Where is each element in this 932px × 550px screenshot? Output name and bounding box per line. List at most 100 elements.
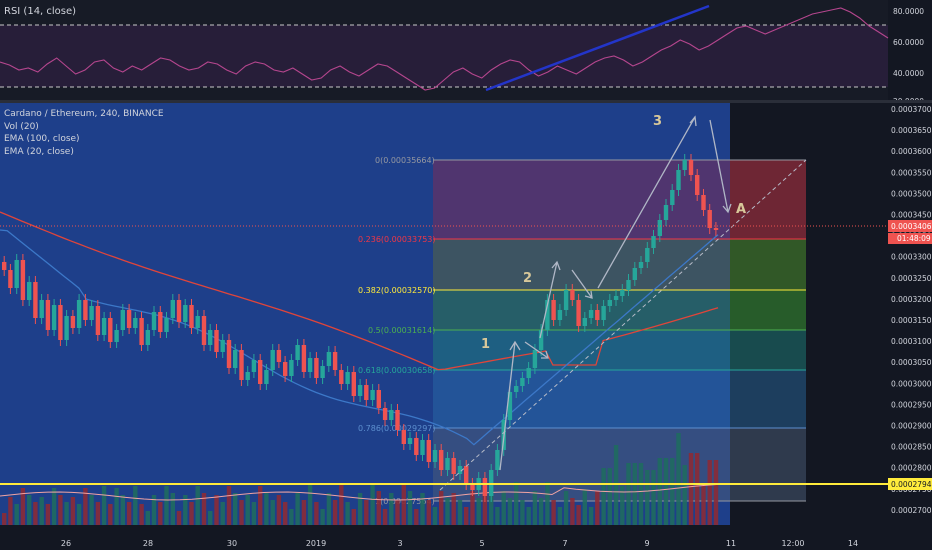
wave-arrow-1-head [509,340,521,351]
volume-bar [688,453,694,525]
candle-body [401,430,406,444]
volume-bar [651,470,656,525]
rsi-pane[interactable]: 80.0000 60.0000 40.0000 20.0000 [0,0,924,106]
volume-bar [27,495,32,525]
candle-body [351,372,356,396]
volume-bar [364,500,369,525]
candle-body [601,306,606,320]
candle-body [682,160,687,170]
volume-bar [389,493,394,525]
volume-bar [657,458,662,525]
ema20-indicator-label[interactable]: EMA (20, close) [4,146,74,157]
time-axis-label: 9 [644,539,649,548]
candles [2,154,719,502]
candle-body [20,260,26,300]
fib-zone-786-1 [433,428,806,501]
candle-body [158,312,163,332]
volume-bar [538,498,544,525]
candle-body [507,392,513,420]
candle-body [576,300,581,326]
volume-bar [582,489,587,525]
volume-bar [707,460,712,525]
candle-body [233,350,238,368]
volume-bar [663,458,669,525]
volume-bar [39,497,44,525]
candle-body [58,305,63,340]
candle-body [470,484,475,490]
wave-arrow-A [709,119,729,213]
volume-bar [58,495,63,525]
time-axis-label: 2019 [306,539,326,548]
volume-bar [189,502,194,525]
symbol-title[interactable]: Cardano / Ethereum, 240, BINANCE [4,109,164,119]
volume-bar [351,509,356,525]
candle-body [220,340,225,352]
candle-body [563,290,569,310]
candle-body [357,385,363,396]
volume-bar [295,493,300,525]
candle-body [332,352,338,370]
volume-bar [470,491,475,525]
trend-channel-line[interactable] [439,159,807,491]
volume-bar [407,491,413,525]
rsi-band [0,25,888,87]
fib-label-5: 0.5(0.00031614) [368,326,435,335]
candle-body [83,300,88,320]
volume-bar [145,511,150,525]
time-axis-label: 3 [397,539,402,548]
candle-body [520,378,525,386]
wave-arrow-1b-head [541,350,549,359]
volume-bar [2,513,7,525]
price-axis[interactable]: 0.00037000 0.00036500 0.00036000 0.00035500… [888,103,932,525]
volume-bar [395,500,400,525]
pane-separator[interactable] [0,100,932,103]
volume-bar [476,498,481,525]
volume-bar [220,502,225,525]
wave-arrow-3-head [689,115,697,127]
price-axis-label: 0.00027000 [891,506,932,515]
volume-bar [507,498,513,525]
volume-bar [239,500,244,525]
candle-body [538,330,544,350]
rsi-indicator-label[interactable]: RSI (14, close) [4,6,77,17]
vol-indicator-label[interactable]: Vol (20) [4,121,39,132]
volume-bar [314,502,319,525]
volume-bar [339,484,344,525]
wave-arrows[interactable] [499,115,732,471]
volume-bar [501,491,506,525]
volume-bar [695,453,700,525]
ema100-line [0,211,719,371]
candle-body [108,318,113,342]
price-axis-label: 0.00034500 [891,211,932,220]
volume-bar [8,497,13,525]
volume-bar [345,502,350,525]
candle-body [707,210,712,228]
candle-body [289,360,294,376]
candle-body [320,366,325,378]
candle-body [713,228,719,230]
candle-body [364,385,369,400]
volume-bar [382,509,388,525]
candle-body [582,318,587,326]
volume-bar [270,500,275,525]
candle-body [270,350,275,370]
candle-body [426,440,431,462]
candle-body [39,300,44,318]
price-axis-label: 0.00030500 [891,358,932,367]
main-pane[interactable]: 0(0.00035664) 0.236(0.00033753) 0.382(0.… [0,103,888,525]
candle-body [532,350,538,368]
volume-bar [676,433,681,525]
volume-bar [638,463,644,525]
ema100-indicator-label[interactable]: EMA (100, close) [4,134,80,144]
candle-body [95,306,101,335]
rsi-trendline[interactable] [485,4,710,92]
time-axis[interactable]: 26 28 30 2019 3 5 7 9 11 12:00 14 [0,525,932,550]
candle-body [613,296,619,300]
candle-body [33,282,38,318]
candle-body [670,190,675,205]
candle-body [345,372,350,384]
candle-body [239,350,244,380]
volume-bar [51,488,57,525]
last-price-tag [888,220,932,232]
